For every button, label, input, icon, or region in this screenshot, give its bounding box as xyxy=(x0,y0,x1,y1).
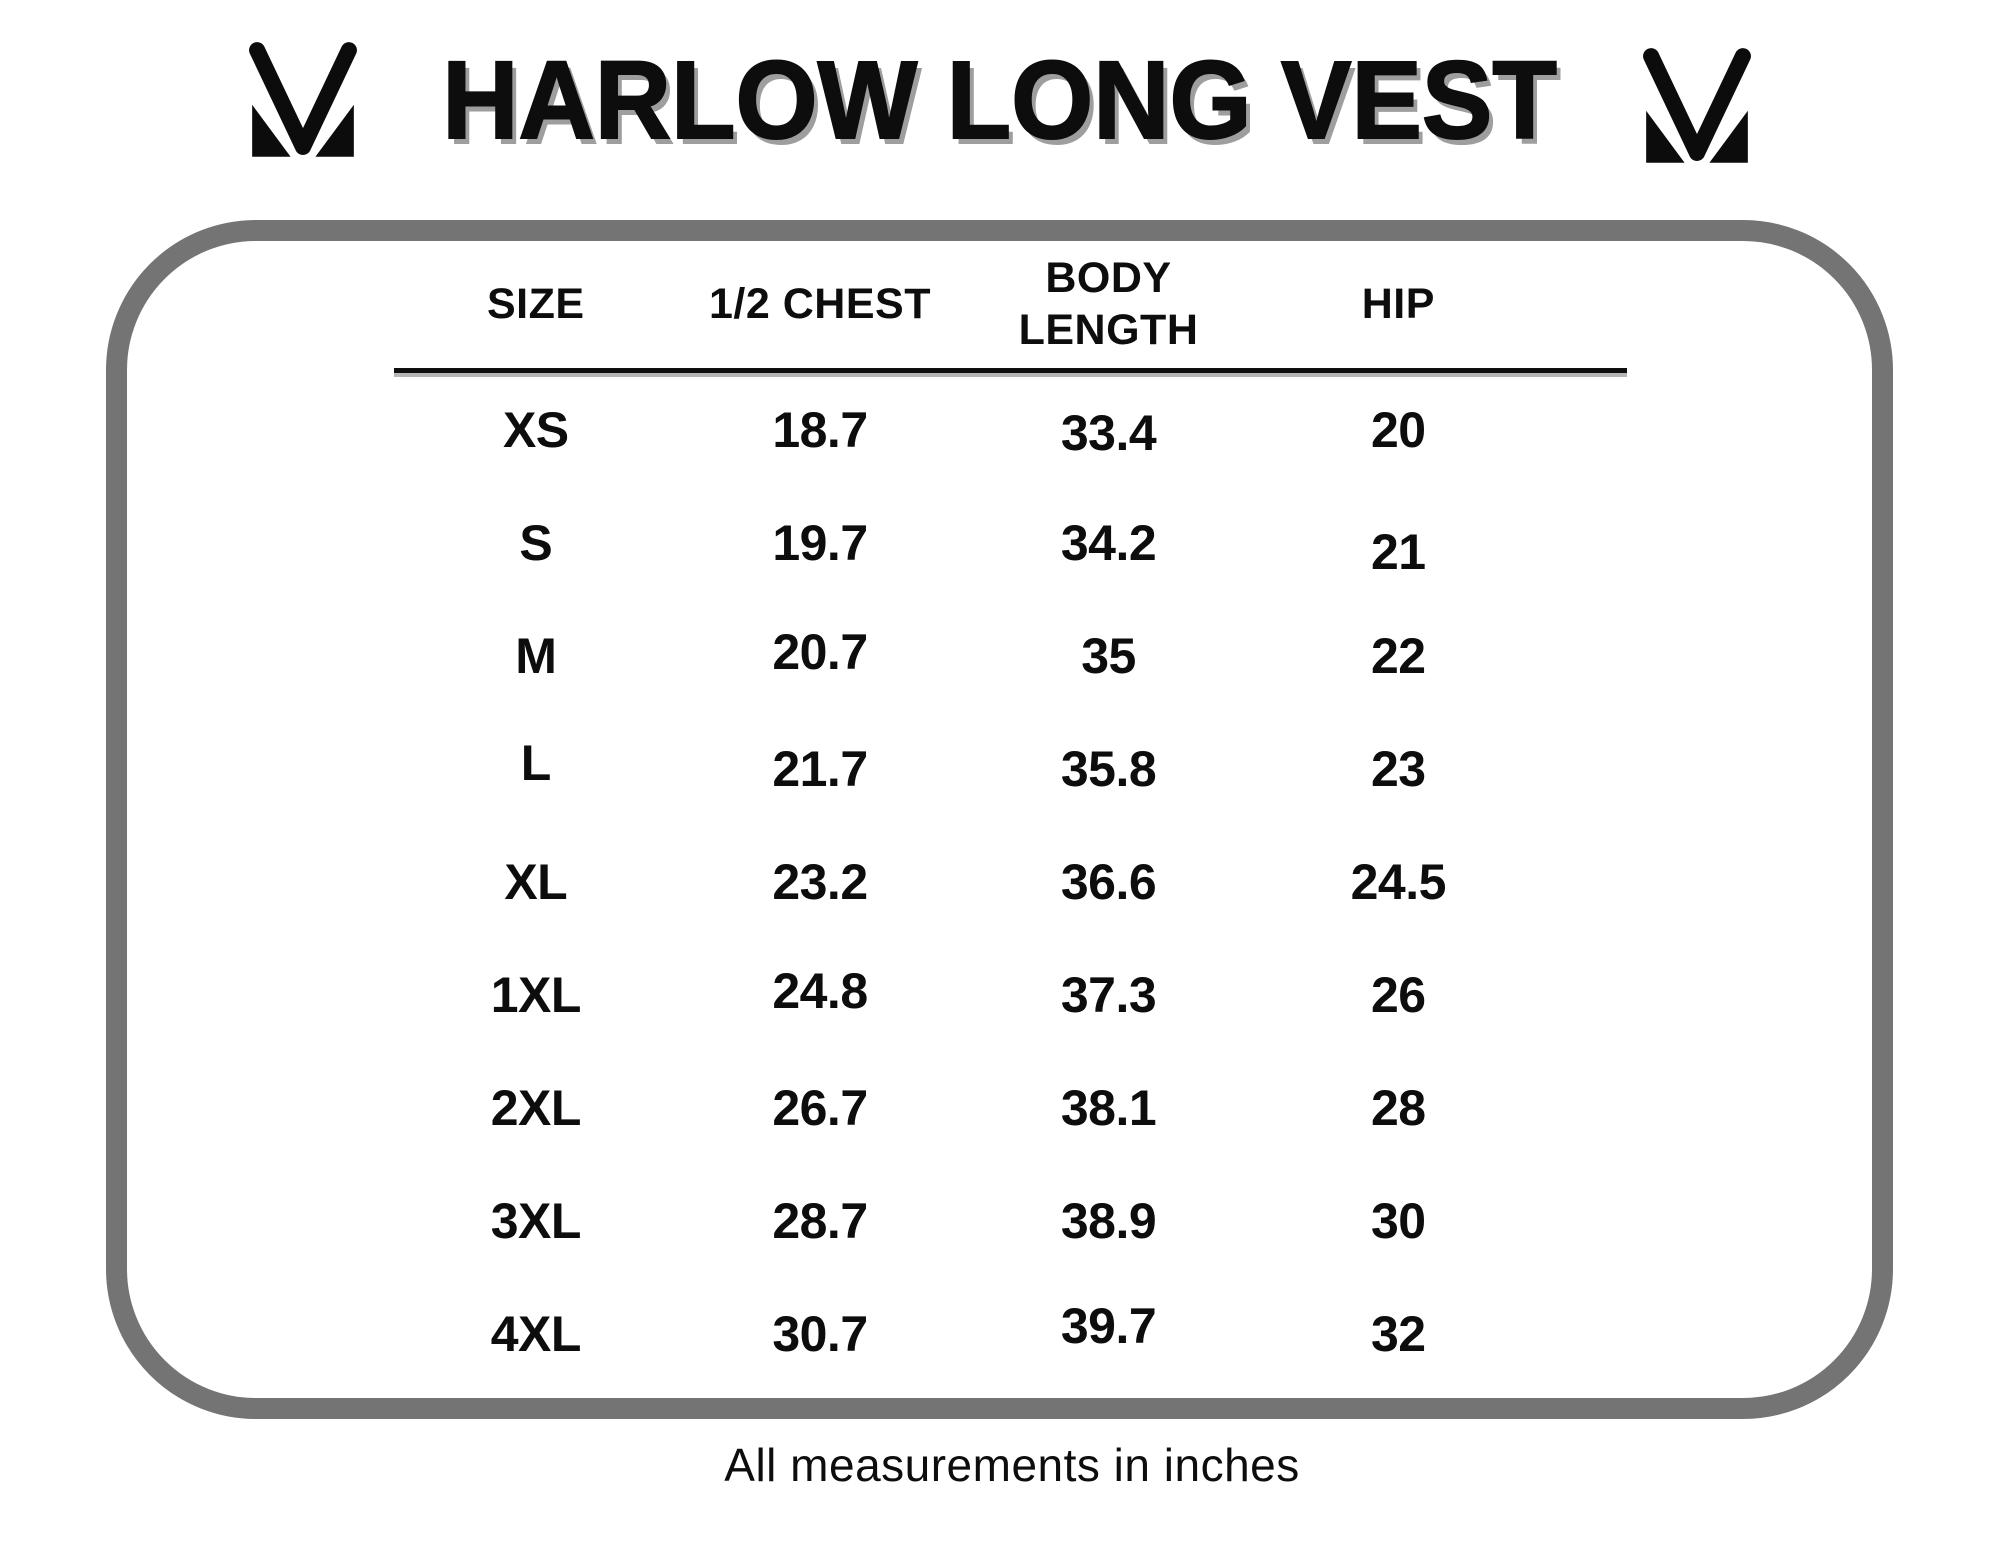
table-row: XS 18.7 33.4 20 xyxy=(394,373,1627,486)
column-header-half-chest: 1/2 CHEST xyxy=(709,279,931,331)
hip-cell: 23 xyxy=(1370,740,1426,797)
size-cell: 4XL xyxy=(490,1305,582,1362)
size-cell: 3XL xyxy=(490,1192,582,1249)
hip-cell: 24.5 xyxy=(1350,853,1447,910)
table-row: L 21.7 35.8 23 xyxy=(394,712,1627,825)
table-row: 4XL 30.7 39.7 32 xyxy=(394,1277,1627,1390)
half-chest-cell: 26.7 xyxy=(772,1079,868,1136)
header: HARLOW LONG VEST xyxy=(0,26,2000,176)
hip-cell: 22 xyxy=(1370,627,1426,684)
size-cell: 1XL xyxy=(490,966,582,1023)
page-title: HARLOW LONG VEST xyxy=(442,39,1559,162)
body-length-cell: 35 xyxy=(1081,627,1136,684)
half-chest-cell: 28.7 xyxy=(772,1192,868,1249)
body-length-cell: 35.8 xyxy=(1060,740,1157,797)
table-row: 2XL 26.7 38.1 28 xyxy=(394,1051,1627,1164)
column-header-hip: HIP xyxy=(1362,279,1520,331)
half-chest-cell: 23.2 xyxy=(772,853,868,910)
half-chest-cell: 30.7 xyxy=(772,1305,868,1362)
size-cell: XL xyxy=(504,853,568,910)
table-row: 3XL 28.7 38.9 30 xyxy=(394,1164,1627,1277)
body-length-cell: 33.4 xyxy=(1060,404,1157,461)
hip-cell: 20 xyxy=(1370,401,1426,458)
column-header-label: HIP xyxy=(1361,280,1435,329)
body-length-cell: 38.9 xyxy=(1060,1192,1157,1249)
size-cell: M xyxy=(515,627,557,684)
body-length-cell: 39.7 xyxy=(1060,1297,1157,1354)
size-cell: 2XL xyxy=(490,1079,582,1136)
hip-cell: 32 xyxy=(1370,1305,1426,1362)
size-cell: XS xyxy=(502,401,569,458)
size-cell: S xyxy=(519,514,553,571)
hip-cell: 26 xyxy=(1370,966,1426,1023)
half-chest-cell: 24.8 xyxy=(772,962,868,1019)
body-length-cell: 38.1 xyxy=(1060,1079,1157,1136)
table-row: M 20.7 35 22 xyxy=(394,599,1627,712)
hip-cell: 30 xyxy=(1370,1192,1426,1249)
brand-m-monogram-icon xyxy=(239,39,367,163)
size-table: SIZE 1/2 CHEST BODY LENGTH HIP XS 18.7 3… xyxy=(394,242,1627,1390)
column-header-label: 1/2 CHEST xyxy=(709,280,931,329)
header-divider xyxy=(394,368,1627,373)
column-header-size: SIZE xyxy=(487,279,585,331)
column-header-label: SIZE xyxy=(487,280,585,329)
size-chart-frame xyxy=(106,220,1893,1419)
column-header-label: BODY LENGTH xyxy=(1018,254,1199,354)
body-length-cell: 34.2 xyxy=(1060,514,1157,571)
hip-cell: 21 xyxy=(1370,523,1426,580)
brand-m-monogram-icon xyxy=(1633,45,1761,169)
table-body: XS 18.7 33.4 20 S 19.7 34.2 21 M 20.7 35… xyxy=(394,373,1627,1390)
table-header-row: SIZE 1/2 CHEST BODY LENGTH HIP xyxy=(394,242,1627,368)
half-chest-cell: 19.7 xyxy=(772,514,868,571)
half-chest-cell: 18.7 xyxy=(772,401,868,458)
body-length-cell: 37.3 xyxy=(1060,966,1157,1023)
half-chest-cell: 20.7 xyxy=(772,623,868,680)
hip-cell: 28 xyxy=(1370,1079,1426,1136)
table-row: 1XL 24.8 37.3 26 xyxy=(394,938,1627,1051)
body-length-cell: 36.6 xyxy=(1060,853,1157,910)
size-cell: L xyxy=(520,734,552,791)
footnote: All measurements in inches xyxy=(724,1439,1300,1491)
table-row: XL 23.2 36.6 24.5 xyxy=(394,825,1627,938)
table-row: S 19.7 34.2 21 xyxy=(394,486,1627,599)
half-chest-cell: 21.7 xyxy=(772,740,868,797)
column-header-body-length: BODY LENGTH xyxy=(1011,253,1206,356)
